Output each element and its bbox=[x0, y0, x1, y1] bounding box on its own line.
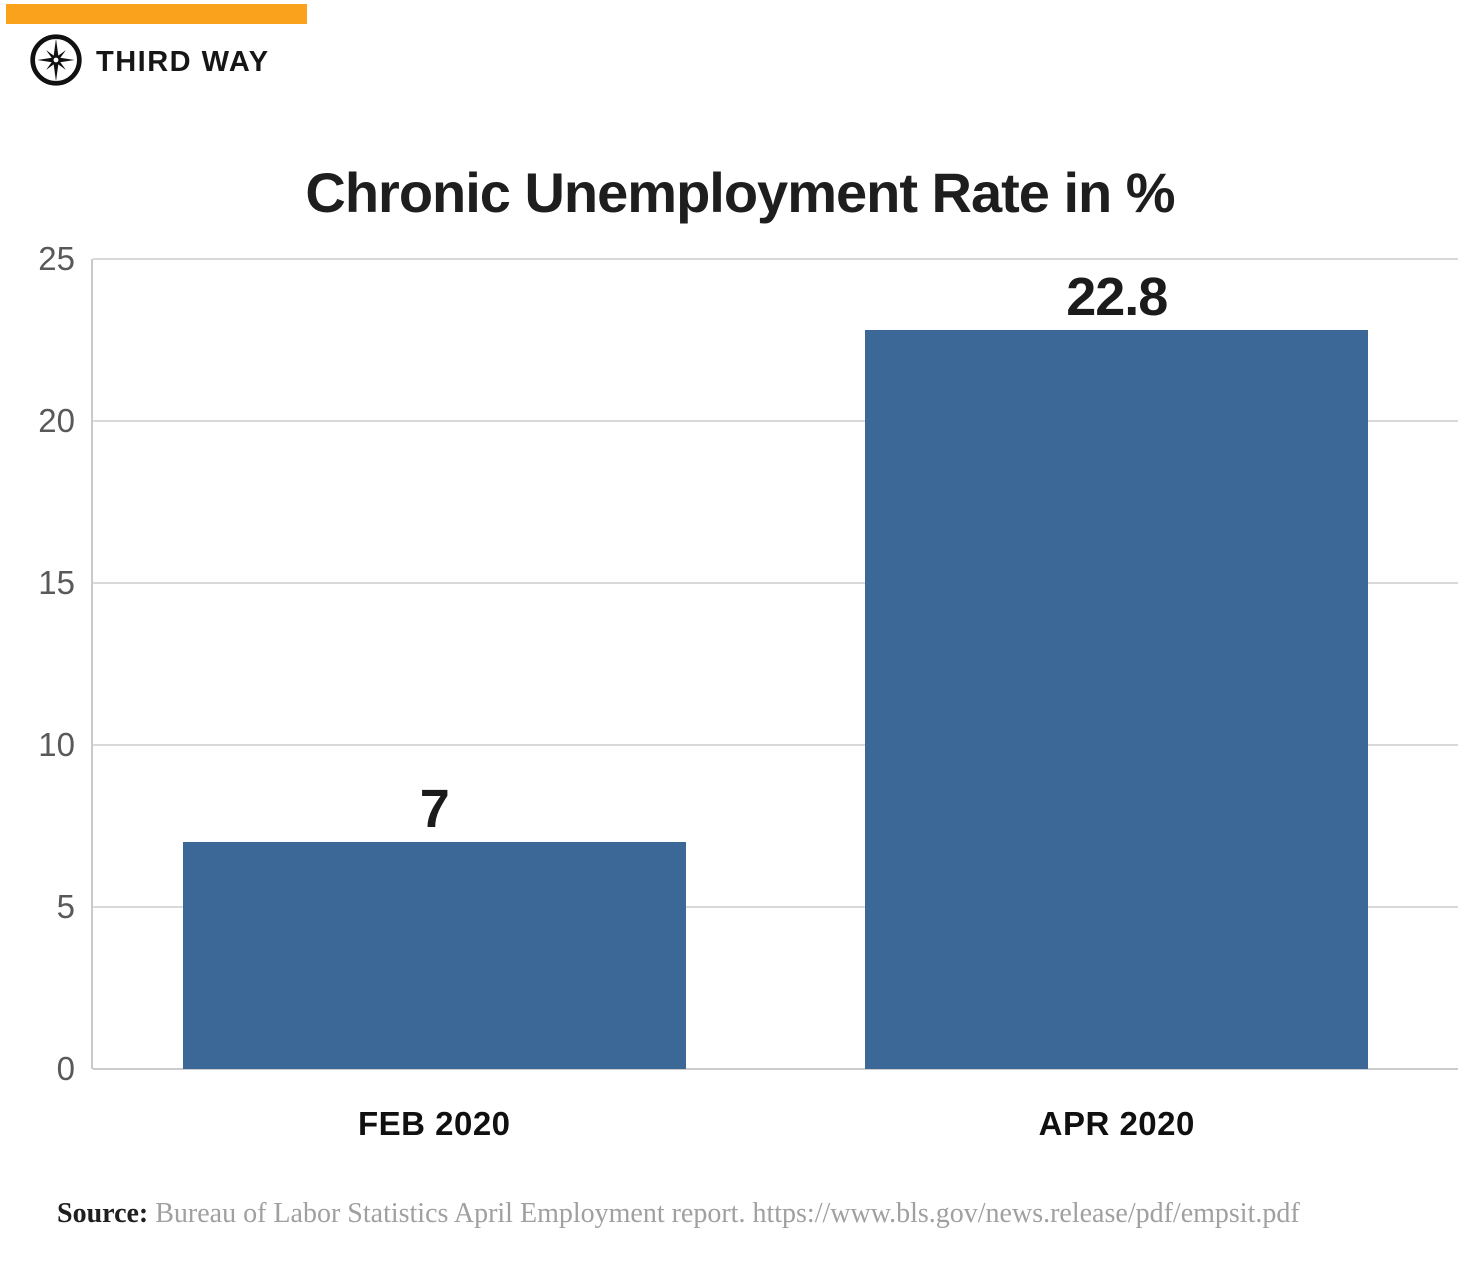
value-label: 7 bbox=[419, 779, 450, 840]
gridline bbox=[93, 906, 1458, 908]
gridline bbox=[93, 582, 1458, 584]
gridline bbox=[93, 1068, 1458, 1070]
compass-star-icon bbox=[30, 34, 82, 86]
y-tick-label: 5 bbox=[56, 888, 75, 925]
y-tick-label: 20 bbox=[38, 402, 75, 439]
brand-accent-bar bbox=[6, 4, 307, 24]
bar-chart-plot-area: 0 5 10 15 20 25 7 FEB 2020 22.8 APR 2020 bbox=[38, 240, 1458, 1142]
bar bbox=[182, 842, 686, 1069]
gridline bbox=[93, 744, 1458, 746]
chart-title: Chronic Unemployment Rate in % bbox=[305, 160, 1175, 224]
source-line: Source: Bureau of Labor Statistics April… bbox=[57, 1198, 1457, 1230]
brand-logo-text: THIRD WAY bbox=[96, 46, 270, 78]
value-label: 22.8 bbox=[1066, 267, 1168, 328]
y-tick-label: 0 bbox=[56, 1050, 75, 1087]
brand-logo: THIRD WAY bbox=[28, 32, 328, 88]
source-text: Bureau of Labor Statistics April Employm… bbox=[148, 1198, 1300, 1229]
bar bbox=[865, 330, 1369, 1069]
gridline bbox=[93, 258, 1458, 260]
y-tick-label: 15 bbox=[38, 564, 75, 601]
y-tick-label: 25 bbox=[38, 240, 75, 277]
x-category-label: APR 2020 bbox=[1038, 1105, 1195, 1142]
x-category-label: FEB 2020 bbox=[357, 1105, 511, 1142]
y-tick-label: 10 bbox=[38, 726, 75, 763]
source-label: Source: bbox=[57, 1198, 149, 1229]
gridline bbox=[93, 420, 1458, 422]
